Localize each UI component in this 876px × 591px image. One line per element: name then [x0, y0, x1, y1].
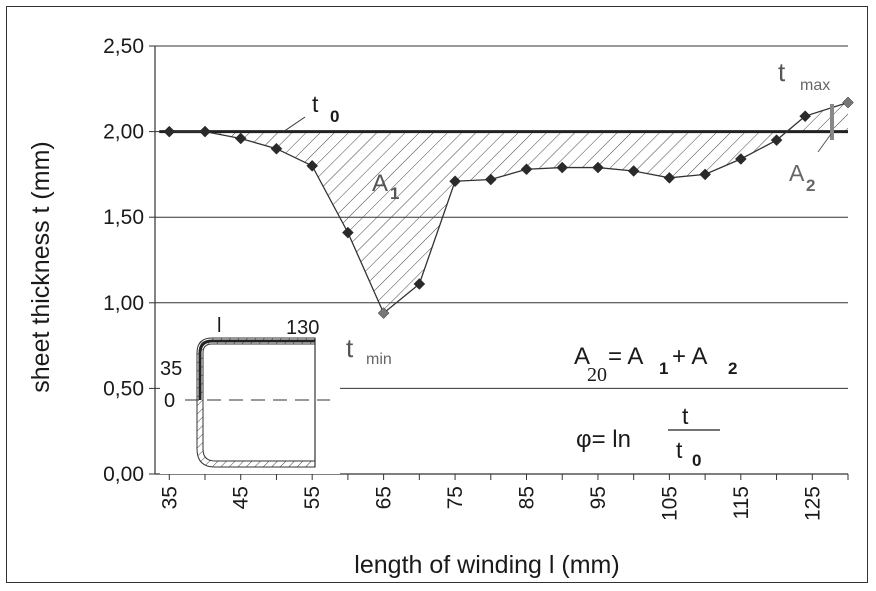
y-tick-labels: 0,00 0,50 1,00 1,50 2,00 2,50 — [103, 35, 144, 486]
eq-area-equals: = A — [608, 343, 643, 370]
tmin-subscript: min — [366, 351, 392, 368]
annotation-a1: A 1 — [372, 170, 399, 203]
data-point-13 — [627, 165, 640, 177]
data-point-10 — [520, 163, 533, 176]
annotation-t0: t 0 — [282, 91, 339, 133]
data-point-1 — [199, 125, 211, 138]
x-tick-label-2: 55 — [301, 486, 324, 509]
a2-label: A — [789, 160, 805, 186]
x-tick-label-5: 85 — [516, 486, 539, 509]
data-point-16 — [734, 153, 747, 165]
axes — [149, 45, 849, 480]
inset-label-35: 35 — [160, 358, 182, 380]
x-tick-label-9: 125 — [801, 486, 824, 521]
y-tick-label-1: 0,50 — [103, 377, 144, 400]
y-tick-label-5: 2,50 — [103, 35, 144, 58]
series-line — [169, 101, 849, 315]
a2-subscript: 2 — [806, 176, 815, 195]
annotation-tmin: t min — [346, 333, 392, 368]
x-tick-label-3: 65 — [373, 486, 396, 509]
inset-label-l: l — [217, 315, 221, 337]
data-point-0 — [163, 125, 176, 138]
data-point-4 — [306, 159, 319, 172]
data-point-9 — [484, 173, 497, 186]
t0-subscript: 0 — [330, 107, 339, 126]
hatched-area — [169, 102, 848, 314]
data-point-7 — [413, 278, 426, 290]
profile-inset-drawing: l 130 35 0 — [160, 315, 340, 474]
annotation-a2: A 2 — [789, 104, 834, 195]
data-point-11 — [556, 161, 569, 174]
x-tick-label-1: 45 — [230, 486, 253, 509]
inset-label-130: 130 — [286, 317, 319, 339]
eq-area-plus: + A — [672, 343, 707, 370]
inset-background — [160, 324, 340, 474]
a1-label: A — [372, 170, 388, 197]
data-point-15 — [699, 168, 711, 181]
data-point-12 — [592, 161, 604, 174]
equation-phi: φ= ln t t 0 — [576, 403, 720, 470]
eq-phi-denominator: t — [676, 437, 683, 463]
eq-area-lhs-subscript: 20 — [587, 364, 607, 386]
t0-label: t — [312, 91, 319, 117]
data-point-8 — [449, 175, 461, 188]
deviation-area — [169, 102, 848, 314]
inset-measured-path — [198, 339, 315, 400]
x-tick-label-7: 105 — [658, 486, 681, 521]
data-point-19 — [842, 96, 854, 109]
eq-phi-numerator: t — [682, 403, 689, 429]
data-series — [163, 96, 854, 319]
y-tick-label-4: 2,00 — [103, 121, 144, 144]
y-tick-label-2: 1,00 — [103, 292, 144, 315]
data-point-5 — [342, 226, 354, 239]
a2-bar — [830, 104, 834, 140]
x-tick-label-6: 95 — [587, 486, 610, 509]
x-tick-label-0: 35 — [158, 486, 181, 509]
data-point-18 — [799, 110, 811, 123]
annotation-tmax: t max — [778, 57, 830, 94]
eq-area-r2-subscript: 2 — [728, 359, 737, 378]
eq-area-r1-subscript: 1 — [659, 359, 668, 378]
x-tick-label-8: 115 — [730, 486, 753, 519]
y-tick-label-0: 0,00 — [103, 463, 144, 486]
a1-subscript: 1 — [390, 184, 399, 203]
tmin-label: t — [346, 333, 354, 363]
tmax-subscript: max — [800, 77, 830, 94]
data-point-14 — [663, 171, 676, 184]
data-point-2 — [234, 132, 247, 145]
eq-phi-denominator-subscript: 0 — [692, 451, 701, 470]
equation-area: A 20 = A 1 + A 2 — [574, 343, 737, 386]
eq-area-lhs: A — [574, 343, 590, 370]
data-point-6 — [377, 307, 390, 319]
y-tick-label-3: 1,50 — [103, 206, 144, 229]
tmax-label: t — [778, 57, 786, 87]
data-point-17 — [770, 134, 783, 147]
data-point-3 — [270, 142, 283, 155]
x-tick-labels: 35 45 55 65 75 85 95 105 115 125 — [158, 486, 824, 521]
eq-phi-lhs: φ= ln — [576, 426, 631, 453]
x-tick-label-4: 75 — [444, 486, 467, 509]
y-axis-title: sheet thickness t (mm) — [27, 141, 55, 392]
x-axis-title: length of winding l (mm) — [354, 551, 619, 579]
inset-label-0: 0 — [164, 390, 175, 412]
chart-frame — [6, 6, 868, 583]
